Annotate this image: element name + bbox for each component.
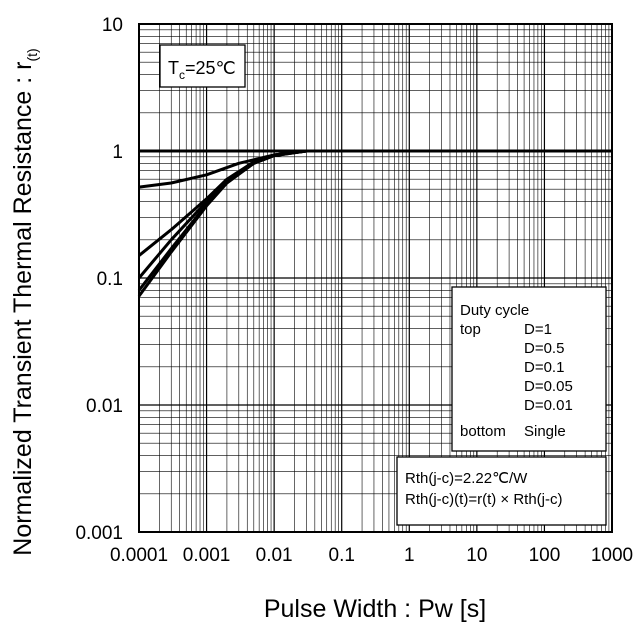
x-tick-label: 0.1 <box>329 545 355 566</box>
legend-box: Duty cycle top D=1 D=0.5 D=0.1 D=0.05 D=… <box>451 286 607 452</box>
y-axis-title: Normalized Transient Thermal Resistance … <box>9 48 40 555</box>
grid-lines <box>138 24 612 533</box>
rth-note-line-1: Rth(j-c)=2.22℃/W <box>405 470 528 487</box>
legend-tag-bottom: bottom <box>460 423 506 440</box>
legend-item-d005: D=0.05 <box>524 378 573 395</box>
legend-item-d001: D=0.01 <box>524 397 573 414</box>
x-tick-label: 0.01 <box>256 545 293 566</box>
plot-frame <box>138 23 613 533</box>
rth-note-box: Rth(j-c)=2.22℃/W Rth(j-c)(t)=r(t) × Rth(… <box>396 456 607 526</box>
x-tick-label: 1000 <box>591 545 633 566</box>
x-tick-label: 0.0001 <box>110 545 168 566</box>
x-tick-label: 100 <box>529 545 561 566</box>
condition-label: Tc=25℃ <box>168 58 236 82</box>
condition-box: Tc=25℃ <box>159 44 246 88</box>
legend-tag-top: top <box>460 321 481 338</box>
tick-labels: 0.0001 0.001 0.01 0.1 1 10 100 10000.0010.010.1… <box>75 15 633 566</box>
y-tick-label: 10 <box>102 15 123 36</box>
x-tick-label: 10 <box>466 545 487 566</box>
x-tick-label: 0.001 <box>183 545 231 566</box>
x-axis-title: Pulse Width : Pw [s] <box>264 595 486 623</box>
series-line-single <box>137 149 612 297</box>
legend-header: Duty cycle <box>460 302 529 319</box>
y-tick-label: 0.1 <box>97 269 123 290</box>
legend-item-d01: D=0.1 <box>524 359 564 376</box>
y-tick-label: 1 <box>112 142 123 163</box>
data-curves <box>137 149 612 297</box>
y-tick-label: 0.01 <box>86 396 123 417</box>
legend-item-single: Single <box>524 423 566 440</box>
rth-note-line-2: Rth(j-c)(t)=r(t) × Rth(j-c) <box>405 491 563 508</box>
x-tick-label: 1 <box>404 545 415 566</box>
legend-item-d1: D=1 <box>524 321 552 338</box>
legend-item-d05: D=0.5 <box>524 340 564 357</box>
y-tick-label: 0.001 <box>75 523 123 544</box>
